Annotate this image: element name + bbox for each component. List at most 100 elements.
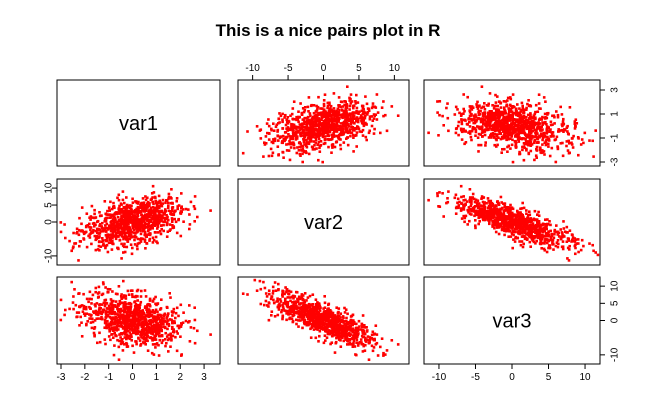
data-point [360, 130, 363, 134]
data-point [126, 313, 129, 317]
data-point [144, 208, 147, 211]
data-point [166, 215, 169, 219]
data-point [454, 193, 458, 197]
data-point [492, 107, 496, 110]
data-point [543, 112, 547, 116]
data-point [158, 338, 162, 342]
data-point [287, 133, 290, 136]
data-point [164, 344, 167, 348]
data-point [179, 303, 183, 307]
data-point [525, 149, 528, 152]
data-point [102, 282, 105, 286]
data-point [365, 138, 368, 142]
data-point [88, 225, 91, 229]
data-point [288, 158, 292, 162]
data-point [483, 129, 487, 132]
data-point [522, 127, 526, 130]
data-point [535, 122, 539, 126]
data-point [496, 116, 499, 119]
data-point [168, 318, 172, 321]
data-point [135, 209, 139, 213]
data-point [275, 123, 279, 126]
data-point [330, 133, 334, 137]
data-point [133, 214, 137, 217]
data-point [541, 138, 544, 142]
data-point [502, 227, 505, 231]
data-point [344, 125, 347, 129]
data-point [470, 119, 474, 122]
data-point [142, 323, 146, 327]
data-point [305, 144, 308, 147]
data-point [129, 210, 133, 213]
data-point [169, 345, 172, 348]
data-point [314, 138, 318, 141]
data-point [322, 132, 326, 135]
data-point [566, 257, 569, 260]
data-point [493, 221, 497, 224]
data-point [492, 123, 495, 127]
data-point [339, 147, 343, 151]
data-point [489, 202, 493, 205]
data-point [497, 130, 501, 133]
data-point [151, 236, 155, 240]
data-point [170, 188, 173, 191]
data-point [135, 207, 138, 211]
data-point [123, 221, 126, 225]
data-point [143, 230, 147, 234]
data-point [498, 132, 502, 135]
data-point [482, 122, 485, 126]
data-point [120, 325, 124, 328]
data-point [129, 302, 133, 306]
data-point [468, 212, 472, 216]
data-point [523, 119, 527, 123]
data-point [125, 196, 128, 199]
data-point [559, 142, 563, 145]
data-point [110, 229, 113, 233]
data-point [509, 96, 512, 99]
data-point [127, 225, 131, 229]
data-point [342, 131, 346, 134]
data-point [346, 85, 349, 88]
data-point [462, 195, 465, 198]
data-point [541, 123, 544, 126]
data-point [298, 145, 301, 149]
data-point [335, 111, 339, 115]
data-point [520, 137, 524, 140]
data-point [337, 113, 341, 117]
data-point [495, 133, 499, 136]
data-point [145, 242, 149, 245]
data-point [488, 204, 492, 207]
data-point [123, 343, 126, 346]
data-point [114, 233, 118, 237]
data-point [116, 292, 119, 296]
data-point [506, 125, 510, 129]
data-point [462, 127, 465, 131]
data-point [460, 112, 463, 116]
data-point [519, 124, 523, 128]
data-point [506, 120, 509, 123]
data-point [352, 133, 355, 137]
data-point [78, 240, 82, 243]
data-point [101, 237, 104, 240]
data-point [64, 236, 67, 240]
data-point [165, 322, 169, 326]
data-point [285, 143, 288, 146]
data-point [313, 130, 316, 134]
data-point [171, 334, 175, 338]
data-point [497, 113, 501, 117]
data-point [553, 115, 556, 119]
data-point [104, 286, 107, 289]
data-point [286, 126, 290, 129]
data-point [345, 122, 348, 125]
data-point [332, 107, 336, 110]
data-point [133, 323, 137, 326]
data-point [124, 304, 127, 308]
data-point [567, 239, 570, 242]
data-point [162, 223, 165, 227]
data-point [309, 114, 312, 118]
data-point [529, 127, 533, 131]
data-point [170, 217, 174, 220]
data-point [580, 238, 584, 242]
data-point [457, 204, 461, 207]
data-point [475, 105, 479, 108]
